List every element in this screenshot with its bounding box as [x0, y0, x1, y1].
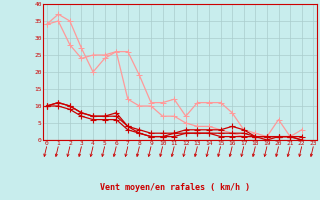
Text: Vent moyen/en rafales ( km/h ): Vent moyen/en rafales ( km/h ): [100, 183, 250, 192]
